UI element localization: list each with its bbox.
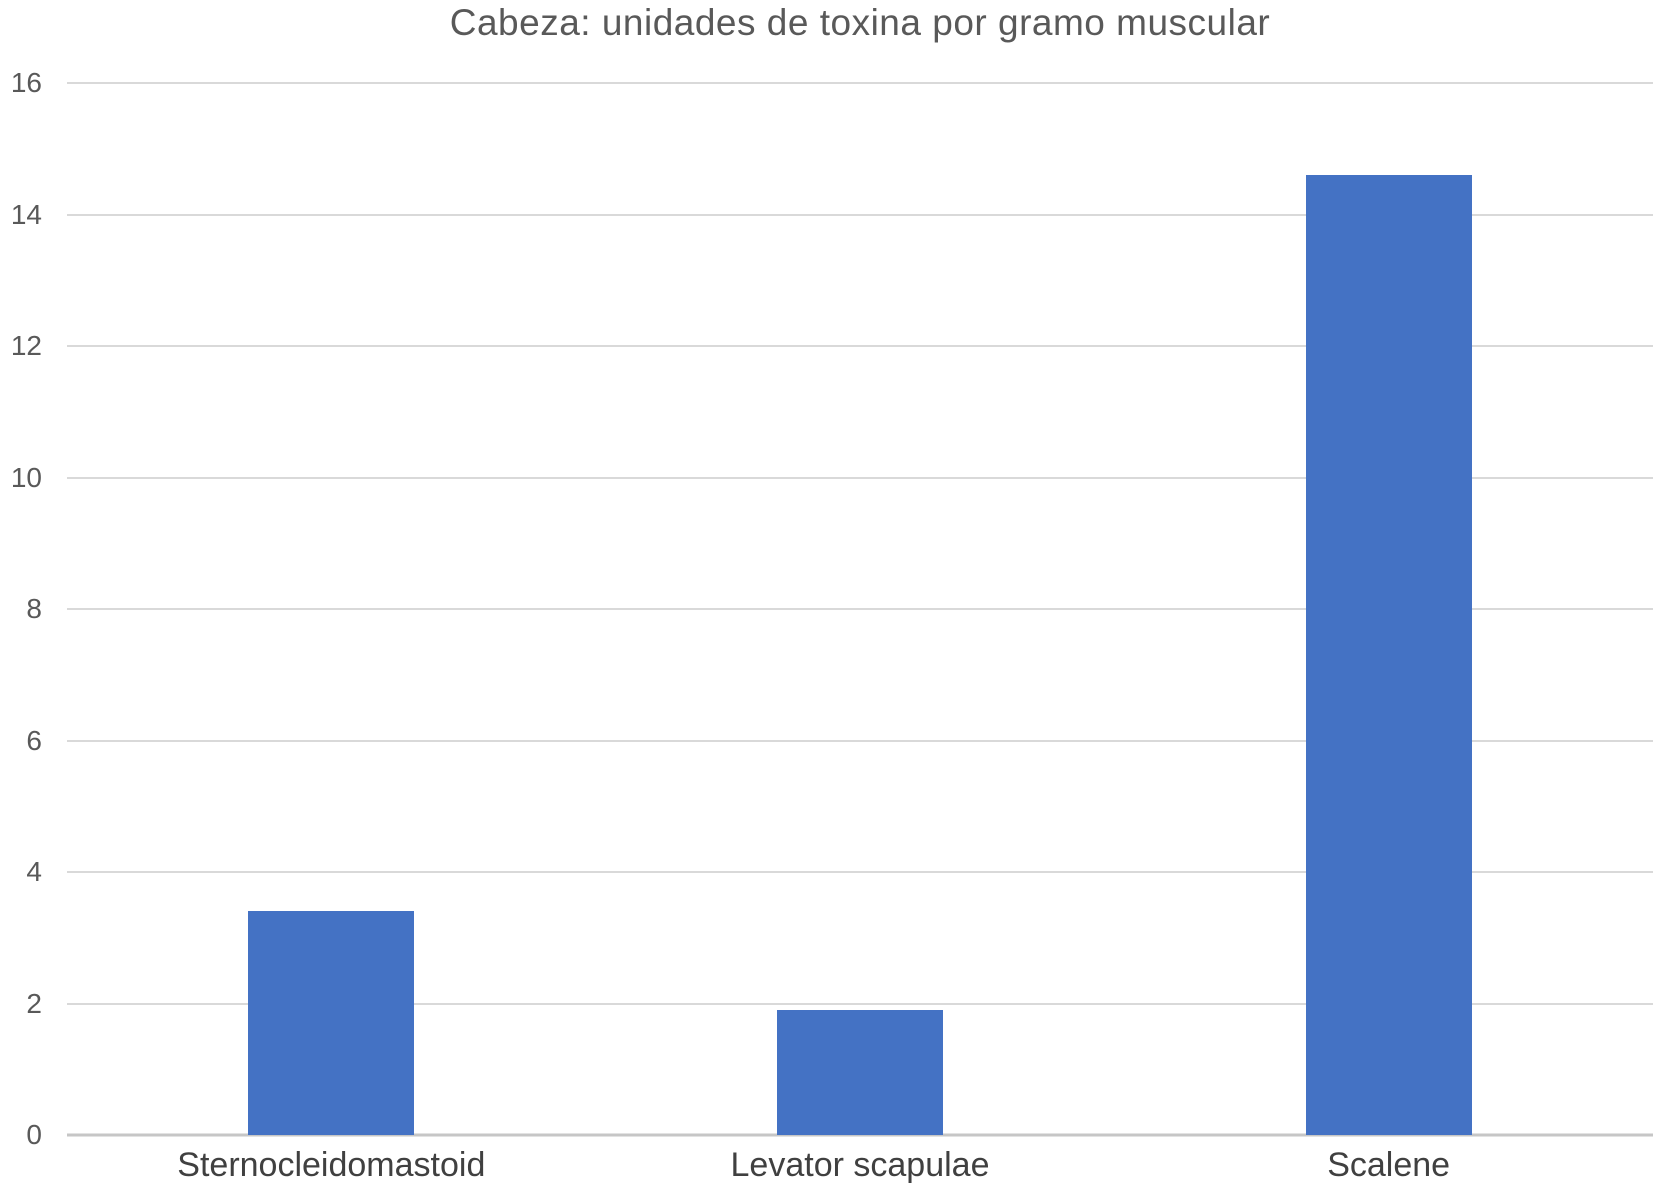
y-tick-label-2: 2 (26, 987, 42, 1019)
y-axis: 0 2 4 6 8 10 12 14 16 (0, 67, 50, 1150)
plot-area (67, 82, 1653, 1137)
gridline (67, 82, 1653, 84)
x-axis: Sternocleidomastoid Levator scapulae Scale… (67, 1140, 1653, 1190)
y-tick-label-12: 12 (10, 330, 42, 361)
y-tick-label-14: 14 (10, 198, 42, 230)
y-tick-label-8: 8 (26, 593, 42, 624)
gridline (67, 476, 1653, 479)
bar-scalene (1305, 175, 1472, 1135)
bar-sternocleidomastoid (248, 911, 415, 1135)
gridline (67, 871, 1653, 873)
gridline (67, 1002, 1653, 1005)
bar-levator-scapulae (777, 1010, 943, 1135)
gridline (67, 213, 1653, 216)
y-tick-label-6: 6 (26, 724, 42, 756)
chart-title: Cabeza: unidades de toxina por gramo mus… (449, 2, 1271, 43)
gridline-baseline (67, 1133, 1653, 1137)
y-tick-label-10: 10 (10, 461, 42, 493)
gridline (67, 345, 1653, 347)
y-tick-label-0: 0 (26, 1119, 42, 1150)
y-tick-label-16: 16 (10, 67, 42, 98)
x-category-label-levator-scapulae: Levator scapulae (730, 1146, 990, 1184)
x-category-label-sternocleidomastoid: Sternocleidomastoid (177, 1146, 486, 1184)
x-category-label-scalene: Scalene (1327, 1146, 1451, 1184)
y-tick-label-4: 4 (26, 856, 42, 887)
gridline (67, 608, 1653, 610)
gridline (67, 739, 1653, 742)
